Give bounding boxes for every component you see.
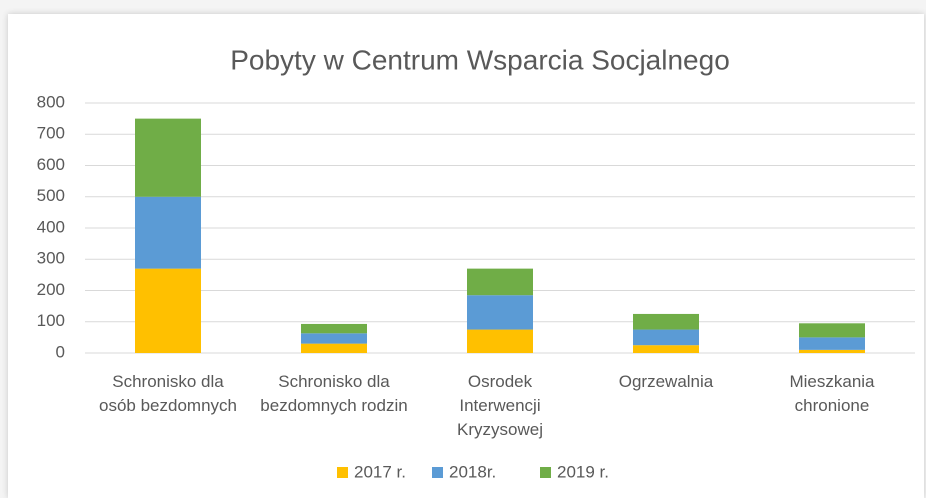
bar-segment <box>467 268 533 296</box>
x-tick-label: Osrodek Interwencji Kryzysowej <box>457 372 543 439</box>
bar-segment <box>633 329 699 346</box>
x-tick-label: Schronisko dla bezdomnych rodzin <box>260 372 408 415</box>
bar-segment <box>301 333 367 344</box>
bar-segment <box>135 268 201 353</box>
y-tick-label: 0 <box>56 342 65 361</box>
y-tick-label: 500 <box>37 186 65 205</box>
y-tick-label: 600 <box>37 155 65 174</box>
y-tick-label: 800 <box>37 92 65 111</box>
legend-swatch <box>337 467 348 478</box>
bar-segment <box>799 337 865 350</box>
legend-label: 2018r. <box>449 462 496 481</box>
x-tick-label: Mieszkania chronione <box>789 372 875 415</box>
bar-segment <box>301 343 367 353</box>
legend-label: 2019 r. <box>557 462 609 481</box>
legend-label: 2017 r. <box>354 462 406 481</box>
y-tick-label: 400 <box>37 217 65 236</box>
legend-swatch <box>540 467 551 478</box>
bar-segment <box>799 323 865 338</box>
bar-segment <box>135 118 201 197</box>
y-tick-label: 300 <box>37 249 65 268</box>
chart-title: Pobyty w Centrum Wsparcia Socjalnego <box>230 44 730 75</box>
bar-segment <box>633 345 699 353</box>
y-tick-label: 700 <box>37 124 65 143</box>
bar-segment <box>633 313 699 330</box>
y-tick-label: 200 <box>37 280 65 299</box>
x-tick-label: Ogrzewalnia <box>618 372 714 391</box>
bar-segment <box>301 323 367 334</box>
bar-segment <box>467 295 533 330</box>
bar-segment <box>799 349 865 353</box>
bar-segment <box>135 196 201 269</box>
x-tick-label: Schronisko dla osób bezdomnych <box>99 372 237 415</box>
bar-segment <box>467 329 533 353</box>
y-tick-label: 100 <box>37 311 65 330</box>
legend-swatch <box>432 467 443 478</box>
